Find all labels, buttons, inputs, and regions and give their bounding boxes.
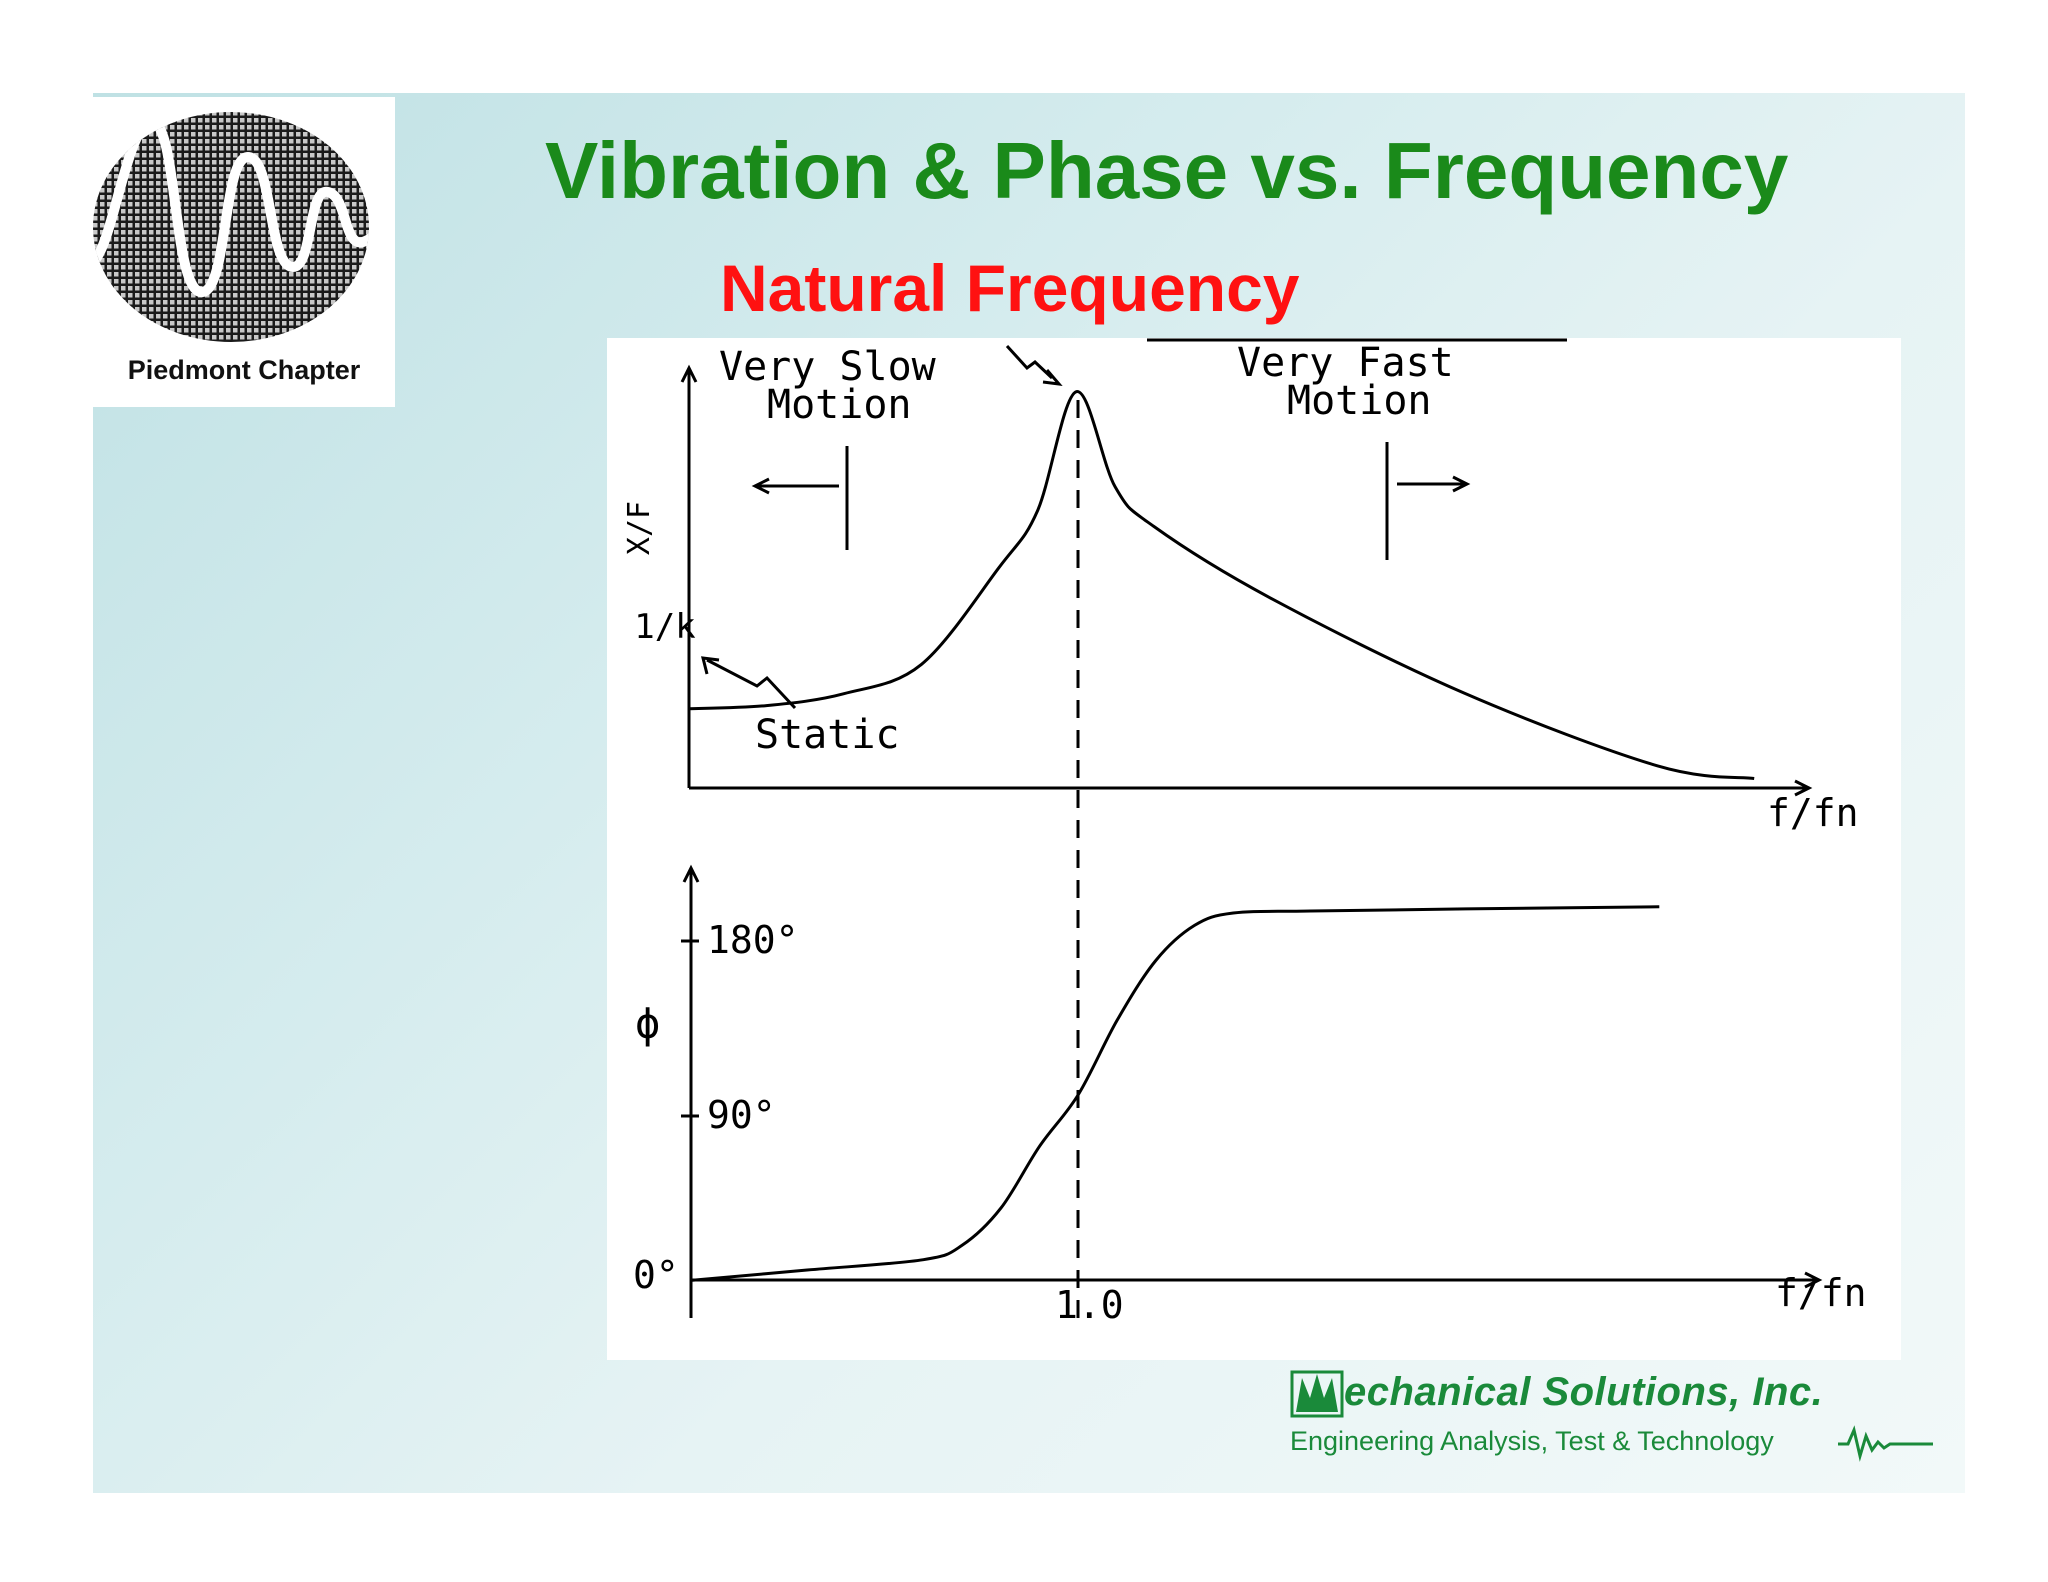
logo-panel: Piedmont Chapter xyxy=(93,97,395,407)
top-y-label: X/F xyxy=(622,501,657,555)
bottom-series-line xyxy=(690,905,1660,1282)
static-pointer xyxy=(706,658,797,710)
top-x-label: f/fn xyxy=(1767,791,1859,835)
x-tick-label-1: 1.0 xyxy=(1055,1283,1124,1327)
top-series-line xyxy=(688,390,1755,780)
bottom-chart: 180° 90° 0° ϕ 1.0 f/fn xyxy=(633,864,1867,1327)
arrow-to-peak-head xyxy=(1042,369,1063,386)
company-name: echanical Solutions, Inc. xyxy=(1344,1370,1824,1414)
top-y-tick-label: 1/k xyxy=(634,607,695,647)
chart-canvas: X/F 1/k Very Slow Motion Very Fast Motio… xyxy=(622,338,1867,1328)
waveform-logo xyxy=(93,112,369,342)
company-m-icon xyxy=(1290,1370,1344,1418)
chart-panel: X/F 1/k Very Slow Motion Very Fast Motio… xyxy=(607,338,1901,1360)
static-pointer-head xyxy=(701,656,720,675)
annotation-very-fast: Very Fast Motion xyxy=(1237,340,1478,424)
top-y-tick-1k: 1/k xyxy=(634,607,695,647)
bottom-x-label: f/fn xyxy=(1775,1271,1867,1315)
annotation-very-slow: Very Slow Motion xyxy=(719,344,960,428)
top-y-axis-arrow xyxy=(680,364,698,383)
bottom-y-axis-arrow xyxy=(682,864,700,883)
arrow-to-peak xyxy=(1005,344,1054,380)
bottom-y-label: ϕ xyxy=(635,999,660,1048)
logo-label: Piedmont Chapter xyxy=(127,355,361,385)
slow-arrow-head xyxy=(751,477,770,495)
fast-arrow-head xyxy=(1452,475,1471,493)
annotation-static: Static xyxy=(755,712,900,758)
page-title: Vibration & Phase vs. Frequency xyxy=(545,126,1789,215)
y-tick-label-0: 0° xyxy=(633,1253,679,1297)
top-y-label-text: X/F xyxy=(622,501,657,555)
y-tick-label-90: 90° xyxy=(707,1093,776,1137)
company-tagline: Engineering Analysis, Test & Technology xyxy=(1290,1426,1774,1456)
y-tick-label-180: 180° xyxy=(707,918,799,962)
company-footer: echanical Solutions, Inc. Engineering An… xyxy=(1290,1368,1940,1468)
top-chart: X/F 1/k Very Slow Motion Very Fast Motio… xyxy=(622,340,1859,1328)
page-subtitle: Natural Frequency xyxy=(720,251,1300,325)
bottom-x-axis-arrow xyxy=(1804,1271,1823,1289)
top-x-axis-arrow xyxy=(1794,779,1813,797)
waveform-tagline-icon xyxy=(1838,1425,1933,1462)
